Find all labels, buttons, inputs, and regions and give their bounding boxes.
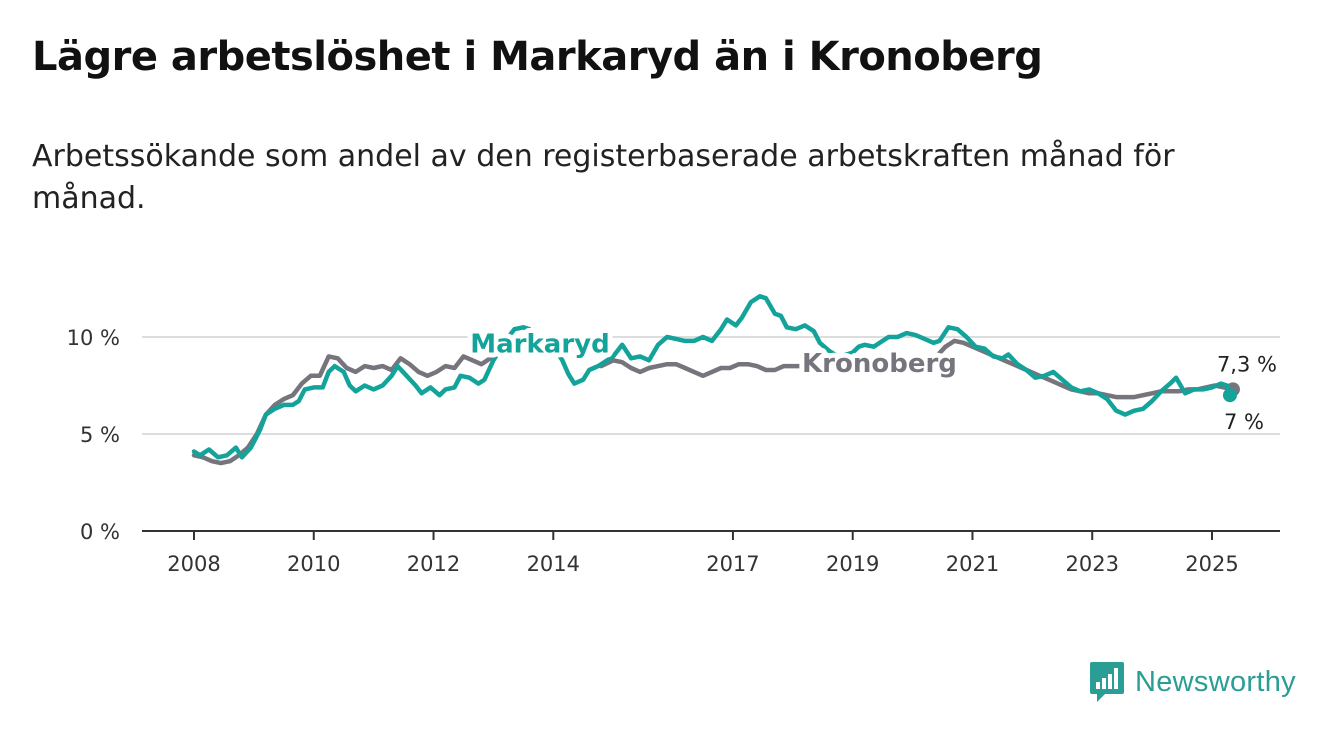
end-point-markaryd bbox=[1222, 388, 1237, 403]
x-tick-label: 2021 bbox=[946, 552, 999, 576]
chart-title: Lägre arbetslöshet i Markaryd än i Krono… bbox=[32, 34, 1043, 80]
end-label-halo: 7 % bbox=[1224, 410, 1264, 434]
y-tick-label: 5 % bbox=[80, 423, 120, 447]
x-tick-label: 2014 bbox=[527, 552, 580, 576]
end-label-halo: 7,3 % bbox=[1217, 352, 1277, 376]
chart-subtitle: Arbetssökande som andel av den registerb… bbox=[32, 139, 1175, 216]
series-label-markaryd: Markaryd bbox=[470, 330, 609, 360]
newsworthy-logo: Newsworthy bbox=[1089, 660, 1296, 704]
bar-chart-logo-icon bbox=[1090, 662, 1124, 702]
brand-name: Newsworthy bbox=[1135, 665, 1296, 698]
x-tick-label: 2025 bbox=[1185, 552, 1238, 576]
x-tick-label: 2008 bbox=[167, 552, 220, 576]
y-tick-label: 10 % bbox=[67, 326, 120, 350]
x-tick-label: 2010 bbox=[287, 552, 340, 576]
series-label-kronoberg: Kronoberg bbox=[802, 349, 957, 379]
x-tick-label: 2017 bbox=[706, 552, 759, 576]
series-line-kronoberg bbox=[598, 358, 805, 379]
x-tick-label: 2023 bbox=[1066, 552, 1119, 576]
series-label-halo: Markaryd bbox=[470, 330, 609, 360]
series-line-kronoberg bbox=[191, 354, 493, 466]
x-tick-label: 2019 bbox=[826, 552, 879, 576]
y-tick-label: 0 % bbox=[80, 520, 120, 544]
x-tick-label: 2012 bbox=[407, 552, 460, 576]
series-label-halo: Kronoberg bbox=[802, 349, 957, 379]
end-value-label-kronoberg: 7,3 % bbox=[1217, 352, 1277, 376]
end-value-label-markaryd: 7 % bbox=[1224, 410, 1264, 434]
series-line-markaryd bbox=[191, 294, 1233, 460]
